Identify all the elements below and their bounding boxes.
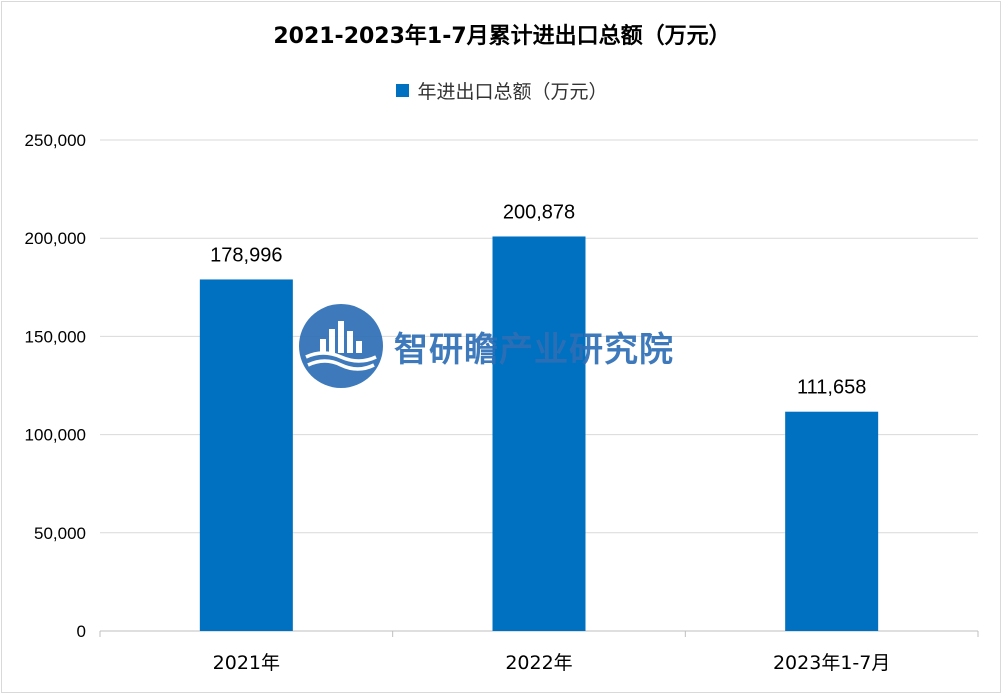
data-label: 200,878 bbox=[503, 201, 575, 223]
y-tick-label: 150,000 bbox=[25, 327, 86, 346]
bar bbox=[785, 411, 879, 631]
chart-title: 2021-2023年1-7月累计进出口总额（万元） bbox=[273, 24, 731, 49]
data-label: 178,996 bbox=[210, 244, 282, 266]
x-category-label: 2022年 bbox=[505, 652, 572, 674]
y-tick-label: 50,000 bbox=[34, 524, 86, 543]
legend-swatch bbox=[396, 84, 410, 97]
bar bbox=[492, 236, 586, 632]
x-category-label: 2023年1-7月 bbox=[773, 652, 890, 674]
y-tick-label: 0 bbox=[77, 622, 86, 641]
y-tick-label: 250,000 bbox=[25, 131, 86, 150]
legend: 年进出口总额（万元） bbox=[0, 77, 1004, 104]
data-label: 111,658 bbox=[797, 377, 866, 399]
y-tick-label: 100,000 bbox=[25, 426, 86, 445]
bar bbox=[199, 279, 293, 631]
legend-label: 年进出口总额（万元） bbox=[417, 81, 608, 103]
x-category-label: 2021年 bbox=[213, 652, 280, 674]
y-tick-label: 200,000 bbox=[25, 229, 86, 248]
